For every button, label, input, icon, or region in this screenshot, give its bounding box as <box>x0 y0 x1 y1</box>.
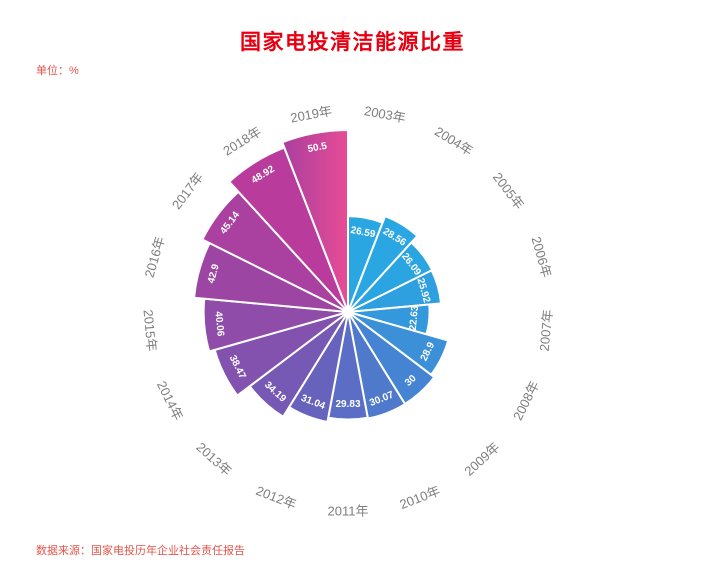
data-source-label: 数据来源：国家电投历年企业社会责任报告 <box>36 545 245 557</box>
category-label: 2009年 <box>461 439 502 478</box>
category-label: 2011年 <box>328 503 369 518</box>
category-label: 2007年 <box>537 309 556 352</box>
category-label: 2019年 <box>289 103 333 125</box>
sector-value-label: 50.5 <box>307 141 329 155</box>
category-label: 2010年 <box>398 483 443 512</box>
chart-sector <box>347 269 443 313</box>
category-label: 2006年 <box>528 235 554 279</box>
category-label: 2004年 <box>432 124 476 159</box>
chart-sector <box>281 129 349 313</box>
category-label: 2008年 <box>510 379 542 423</box>
category-label: 2003年 <box>363 103 407 125</box>
sector-value-label: 22.63 <box>408 305 421 331</box>
category-label: 2013年 <box>193 439 234 478</box>
category-label: 2014年 <box>154 379 186 423</box>
category-label: 2015年 <box>141 309 160 352</box>
sector-value-label: 42.9 <box>206 263 222 285</box>
chart-title: 国家电投清洁能源比重 <box>240 31 465 54</box>
sector-value-label: 29.83 <box>335 399 360 410</box>
unit-label: 单位：% <box>36 65 79 77</box>
sector-value-label: 40.06 <box>212 311 225 337</box>
category-label: 2017年 <box>169 170 206 212</box>
chart-sector <box>347 215 419 313</box>
category-label: 2018年 <box>220 124 264 159</box>
category-label: 2016年 <box>142 235 168 279</box>
sector-value-label: 26.59 <box>350 225 377 240</box>
category-label: 2005年 <box>490 170 527 212</box>
category-label: 2012年 <box>254 483 299 512</box>
